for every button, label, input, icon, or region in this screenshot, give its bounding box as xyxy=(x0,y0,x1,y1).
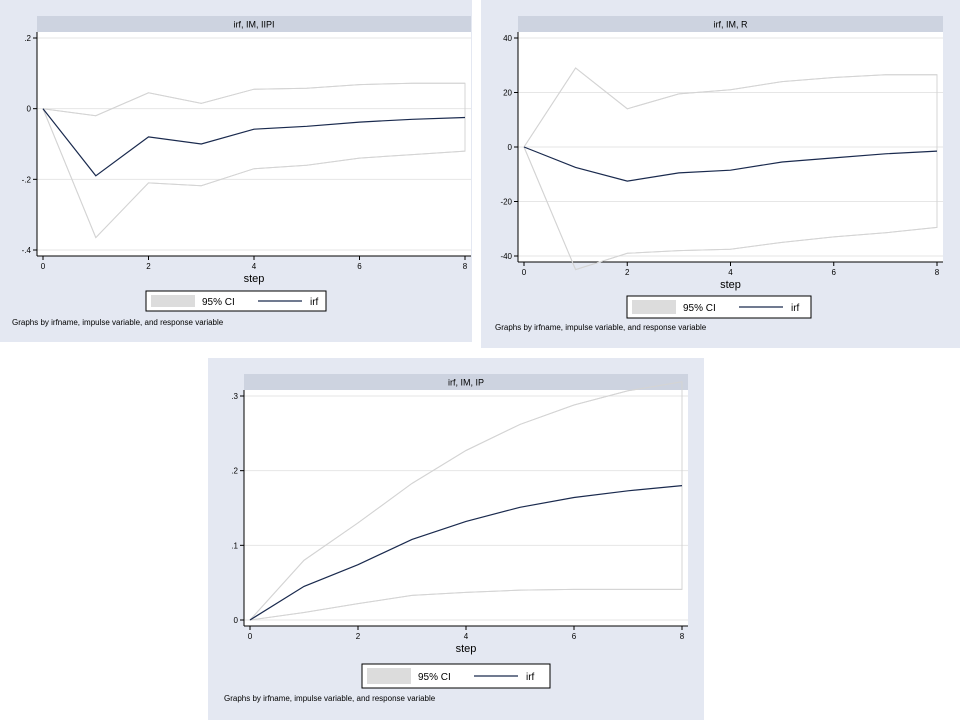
graph-note: Graphs by irfname, impulse variable, and… xyxy=(495,323,707,332)
chart-title: irf, IM, R xyxy=(714,20,748,30)
y-tick-label: -20 xyxy=(500,198,512,207)
x-tick-label: 2 xyxy=(356,632,361,641)
chart-svg: irf, IM, IP 0 .1 .2 .3 0 2 4 6 8 step 95% CI irf Grap… xyxy=(208,358,704,720)
chart-panel-iipi: irf, IM, IIPI -.4 -.2 0 .2 0 2 4 6 8 step 95% CI irf… xyxy=(0,0,472,342)
y-tick-label: .1 xyxy=(231,541,238,550)
x-axis-label: step xyxy=(456,643,477,655)
plot-area xyxy=(37,32,471,256)
chart-panel-r: irf, IM, R -40 -20 0 20 40 0 2 4 6 8 step 95% CI irf G… xyxy=(481,0,960,348)
ci-lower-line xyxy=(249,588,682,621)
x-tick-label: 0 xyxy=(41,262,46,271)
legend-irf-label: irf xyxy=(791,303,800,314)
x-tick-label: 6 xyxy=(832,268,837,277)
y-tick-label: -40 xyxy=(500,252,512,261)
x-tick-label: 4 xyxy=(464,632,469,641)
chart-title: irf, IM, IP xyxy=(448,378,484,388)
legend-ci-swatch xyxy=(367,668,411,684)
ci-upper-line xyxy=(42,82,465,117)
x-axis-label: step xyxy=(720,279,741,291)
y-tick-label: 0 xyxy=(234,616,239,625)
legend-irf-label: irf xyxy=(310,297,319,308)
irf-line xyxy=(42,108,466,177)
chart-svg: irf, IM, R -40 -20 0 20 40 0 2 4 6 8 step 95% CI irf G… xyxy=(481,0,960,348)
x-tick-label: 2 xyxy=(625,268,630,277)
y-tick-label: .2 xyxy=(231,467,238,476)
title-strip xyxy=(518,16,943,32)
ci-lower-line xyxy=(523,146,938,271)
title-strip xyxy=(37,16,471,32)
irf-line xyxy=(523,146,938,182)
y-tick-label: .2 xyxy=(24,34,31,43)
graph-note: Graphs by irfname, impulse variable, and… xyxy=(12,318,224,327)
x-tick-label: 0 xyxy=(522,268,527,277)
graph-note: Graphs by irfname, impulse variable, and… xyxy=(224,694,436,703)
irf-line xyxy=(249,485,683,621)
y-tick-label: -.2 xyxy=(22,175,32,184)
legend-ci-swatch xyxy=(632,300,676,314)
legend-irf-label: irf xyxy=(526,672,535,683)
x-axis-label: step xyxy=(244,273,265,285)
legend-ci-label: 95% CI xyxy=(418,672,451,683)
x-tick-label: 6 xyxy=(357,262,362,271)
chart-title: irf, IM, IIPI xyxy=(233,20,274,30)
y-tick-label: -.4 xyxy=(22,246,32,255)
ci-lower-line xyxy=(42,108,466,239)
ci-upper-line xyxy=(523,67,937,148)
x-tick-label: 8 xyxy=(680,632,685,641)
legend-ci-label: 95% CI xyxy=(202,297,235,308)
x-tick-label: 0 xyxy=(248,632,253,641)
plot-area xyxy=(244,390,688,626)
y-tick-label: .3 xyxy=(231,392,238,401)
chart-svg: irf, IM, IIPI -.4 -.2 0 .2 0 2 4 6 8 step 95% CI irf… xyxy=(0,0,472,342)
x-tick-label: 8 xyxy=(935,268,940,277)
y-tick-label: 20 xyxy=(503,89,512,98)
title-strip xyxy=(244,374,688,390)
chart-panel-ip: irf, IM, IP 0 .1 .2 .3 0 2 4 6 8 step 95% CI irf Grap… xyxy=(208,358,704,720)
y-tick-label: 0 xyxy=(27,105,32,114)
y-tick-label: 0 xyxy=(508,143,513,152)
x-tick-label: 4 xyxy=(252,262,257,271)
legend-ci-label: 95% CI xyxy=(683,303,716,314)
y-tick-label: 40 xyxy=(503,34,512,43)
legend-ci-swatch xyxy=(151,295,195,307)
x-tick-label: 8 xyxy=(463,262,468,271)
ci-upper-line xyxy=(249,381,683,621)
x-tick-label: 2 xyxy=(146,262,151,271)
x-tick-label: 4 xyxy=(728,268,733,277)
x-tick-label: 6 xyxy=(572,632,577,641)
